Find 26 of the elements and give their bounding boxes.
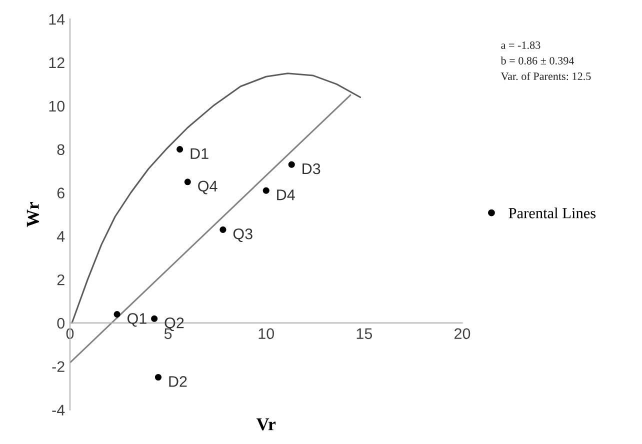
- text: a = -1.83: [501, 41, 540, 49]
- annotation: Q1: [127, 313, 146, 327]
- y-tick-label: -4: [52, 404, 65, 416]
- y-tick-label: 8: [57, 144, 64, 156]
- y-tick-label: -2: [52, 361, 64, 372]
- annotation: D4: [277, 190, 295, 200]
- annotation: Q4: [198, 180, 218, 194]
- y-tick-label: 6: [57, 188, 64, 198]
- annotation: D2: [169, 376, 187, 387]
- y-axis-title: Wr: [26, 202, 39, 228]
- annotation: Q3: [233, 228, 252, 242]
- y-tick-label: 4: [56, 231, 65, 242]
- annotation: D1: [190, 148, 208, 159]
- text: b = 0.86 ± 0.394: [500, 56, 574, 65]
- y-tick-label: 2: [57, 274, 64, 286]
- y-tick-label: 12: [49, 57, 64, 68]
- legend-label: Parental Lines: [508, 208, 596, 218]
- x-axis-title: Vr: [256, 418, 276, 430]
- y-tick-label: 14: [49, 14, 65, 25]
- y-tick-label: 10: [49, 100, 65, 112]
- x-tick-label: 10: [258, 328, 274, 340]
- x-tick-label: 15: [356, 328, 372, 340]
- y-tick-label: 0: [57, 318, 65, 329]
- x-tick-label: 20: [454, 328, 470, 340]
- text: Var. of Parents: 12.5: [500, 72, 591, 80]
- annotation: D3: [302, 163, 320, 174]
